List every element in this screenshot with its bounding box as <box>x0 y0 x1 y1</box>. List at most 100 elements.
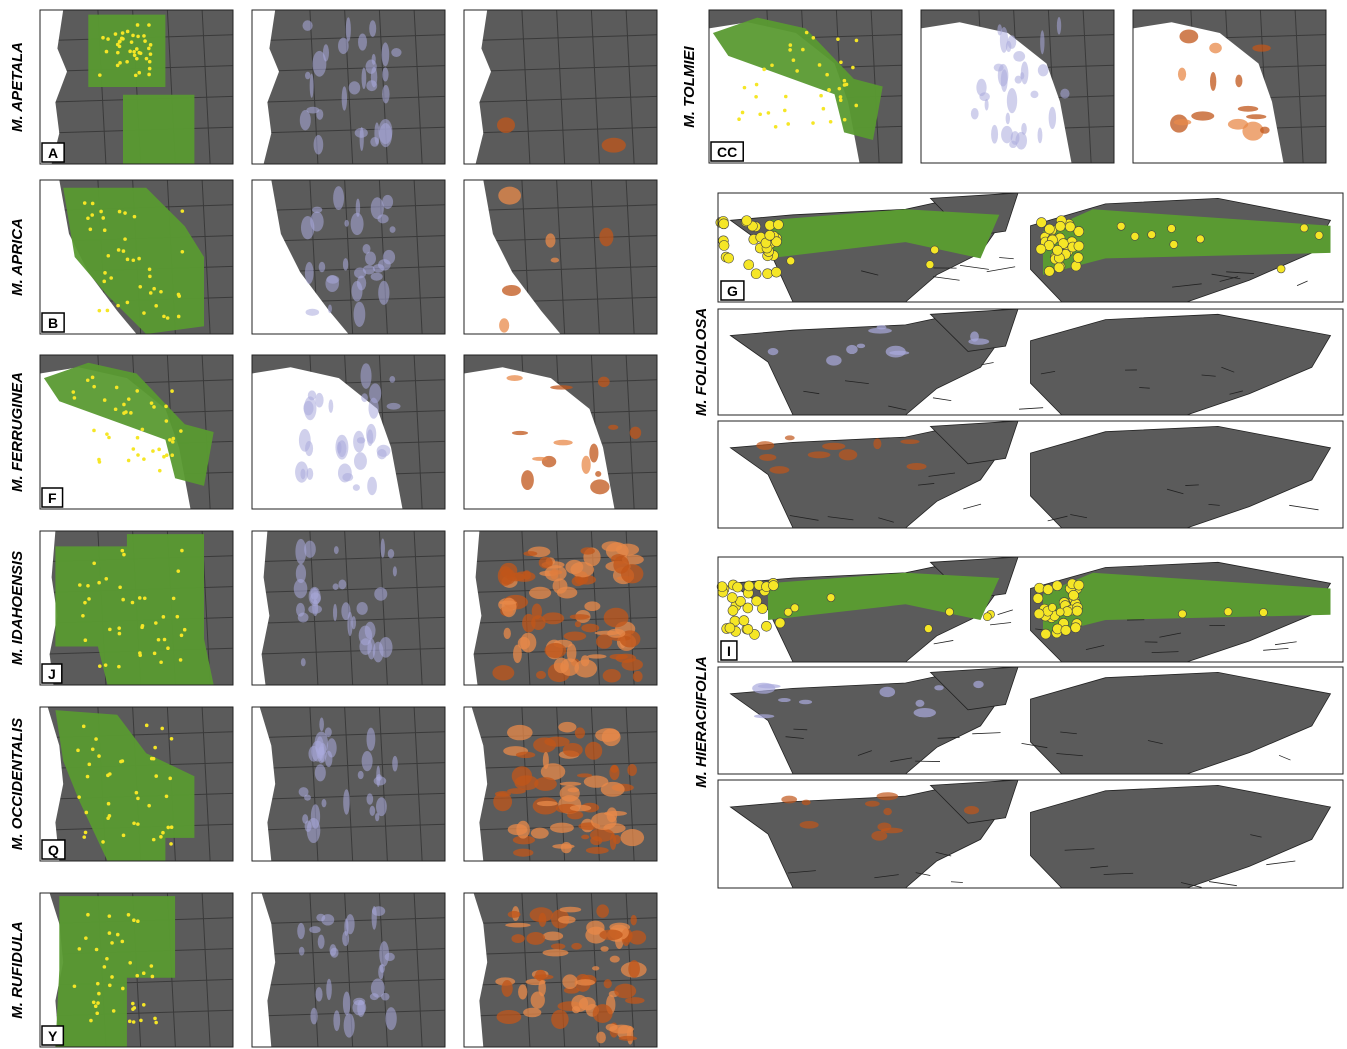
occurrence-point <box>1130 232 1140 241</box>
suitability-area <box>826 355 842 366</box>
suitability-area <box>544 736 570 747</box>
suitability-area <box>319 717 324 732</box>
occurrence-point <box>90 375 95 380</box>
border-line <box>932 397 952 402</box>
suitability-area <box>984 98 989 111</box>
border-line <box>890 757 913 762</box>
occurrence-point <box>128 49 132 54</box>
suitability-area <box>312 599 319 617</box>
border-line <box>1211 273 1241 280</box>
occurrence-point <box>773 124 778 129</box>
suitability-area <box>628 930 647 945</box>
occurrence-point <box>152 651 157 656</box>
occurrence-point <box>842 78 847 83</box>
map-panel <box>39 892 234 1048</box>
suitability-area <box>293 579 308 599</box>
occurrence-point <box>1060 625 1072 636</box>
map-panel <box>39 179 234 335</box>
suitability-area <box>799 821 819 829</box>
occurrence-point <box>123 211 127 215</box>
border-line <box>1019 407 1044 410</box>
occurrence-point <box>109 276 113 280</box>
occurrence-point <box>106 773 110 778</box>
occurrence-point <box>842 117 847 122</box>
suitability-area <box>316 913 326 922</box>
border-line <box>972 732 1001 735</box>
occurrence-point <box>138 285 143 289</box>
landmass <box>929 666 1019 711</box>
suitability-area <box>538 556 553 569</box>
occurrence-point <box>92 428 96 433</box>
suitability-area <box>382 249 396 265</box>
suitability-area <box>505 922 531 928</box>
border-line <box>590 179 600 335</box>
occurrence-point <box>136 34 140 39</box>
world-panel <box>717 308 1344 416</box>
suitability-area <box>507 910 521 918</box>
suitability-area <box>1013 51 1026 62</box>
suitability-area <box>295 563 307 584</box>
suitability-area <box>876 792 899 801</box>
suitability-area <box>580 547 595 555</box>
suitability-area <box>389 375 396 383</box>
occurrence-point <box>1040 628 1052 640</box>
occurrence-point <box>90 213 95 217</box>
suitability-area <box>550 385 573 390</box>
suitability-area <box>614 983 637 999</box>
occurrence-point <box>117 39 122 44</box>
panel-letter: B <box>48 315 58 331</box>
suitability-area <box>333 546 339 555</box>
suitability-area <box>883 807 892 816</box>
panel-frame <box>251 892 446 1048</box>
map-panel <box>463 706 658 862</box>
occurrence-point <box>738 615 750 626</box>
occurrence-point <box>164 453 169 457</box>
panel-letter: A <box>48 145 58 161</box>
occurrence-point <box>1035 243 1047 255</box>
border-line <box>959 265 989 270</box>
occurrence-point <box>125 300 130 305</box>
border-line <box>1229 390 1243 395</box>
occurrence-point <box>132 918 136 922</box>
suitability-area <box>313 134 324 155</box>
panel-frame <box>39 354 234 510</box>
range-area <box>88 14 166 88</box>
suitability-area <box>344 219 349 227</box>
occurrence-point <box>148 43 153 47</box>
suitability-area <box>520 632 537 653</box>
occurrence-point <box>1073 579 1085 591</box>
occurrence-point <box>117 664 121 669</box>
occurrence-point <box>116 248 121 252</box>
border-line <box>413 9 423 165</box>
suitability-area <box>542 612 565 625</box>
suitability-area <box>503 627 511 640</box>
occurrence-point <box>826 593 836 602</box>
suitability-area <box>536 800 558 807</box>
range-area <box>1043 572 1331 636</box>
border-line <box>1047 515 1068 522</box>
occurrence-point <box>771 236 782 248</box>
occurrence-point <box>762 268 773 279</box>
suitability-area <box>295 461 309 483</box>
suitability-area <box>532 456 548 461</box>
suitability-area <box>534 777 557 791</box>
panel-letter-box <box>41 1025 65 1046</box>
border-line <box>1147 740 1163 745</box>
border-line <box>463 34 658 42</box>
occurrence-point <box>180 209 185 213</box>
occurrence-point <box>159 289 163 294</box>
suitability-area <box>306 467 314 480</box>
occurrence-point <box>180 548 184 553</box>
occurrence-point <box>97 460 102 464</box>
occurrence-point <box>132 49 136 54</box>
border-line <box>1274 641 1297 646</box>
suitability-area <box>599 227 614 247</box>
suitability-area <box>378 280 390 305</box>
suitability-area <box>822 442 846 450</box>
occurrence-point <box>768 580 779 591</box>
suitability-area <box>1242 121 1264 141</box>
occurrence-point <box>161 830 165 835</box>
suitability-area <box>584 741 603 760</box>
occurrence-point <box>924 624 933 633</box>
suitability-area <box>1005 112 1011 125</box>
